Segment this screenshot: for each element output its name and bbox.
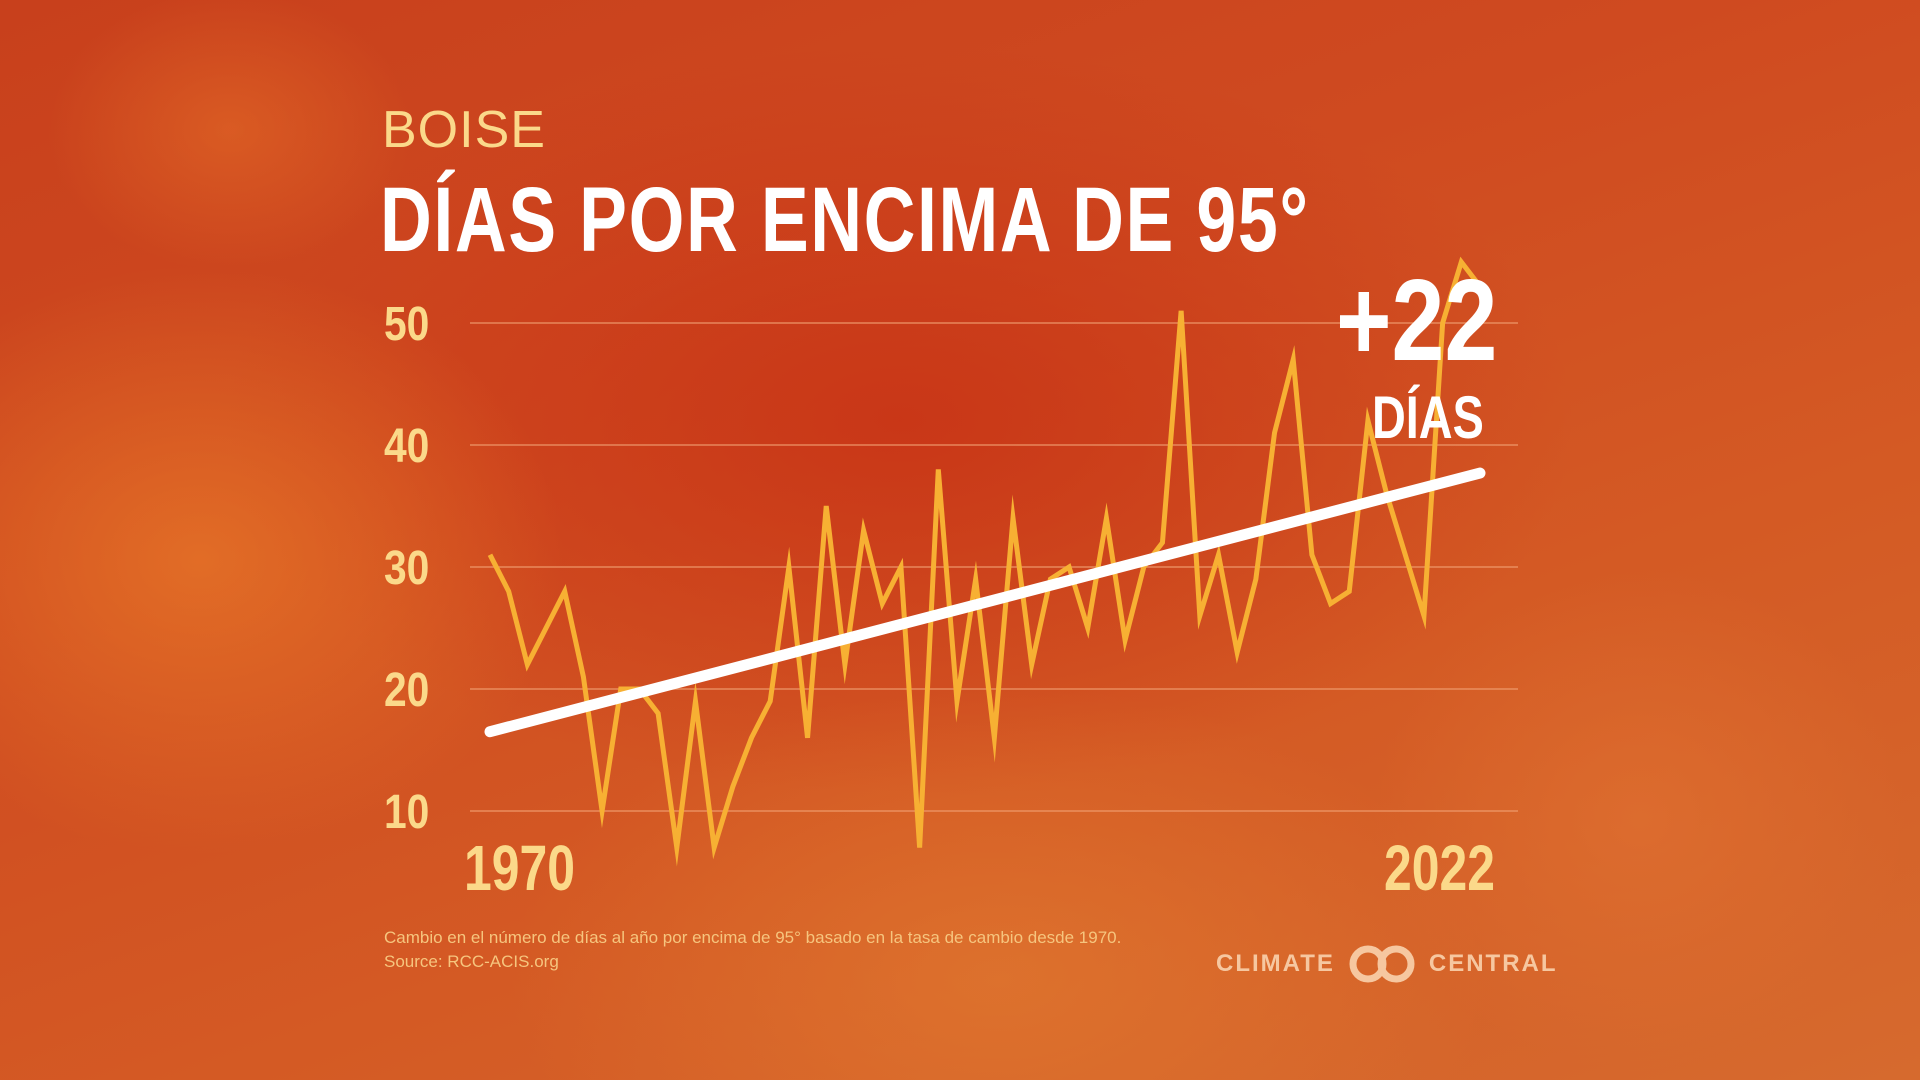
trend-line xyxy=(484,467,1486,738)
change-value: +22 xyxy=(1336,255,1498,385)
change-unit: DÍAS xyxy=(1372,384,1484,451)
x-tick-label-start: 1970 xyxy=(464,833,575,904)
x-tick-label-end: 2022 xyxy=(1384,833,1495,904)
y-tick-label-20: 20 xyxy=(384,664,429,717)
caption-source: Source: RCC-ACIS.org xyxy=(384,952,559,971)
y-tick-label-40: 40 xyxy=(384,420,429,473)
chart-title: DÍAS POR ENCIMA DE 95° xyxy=(380,169,1310,271)
y-tick-label-10: 10 xyxy=(384,786,429,839)
caption-description: Cambio en el número de días al año por e… xyxy=(384,928,1122,947)
brand-text-left: CLIMATE xyxy=(1216,950,1335,977)
rings-icon xyxy=(1349,945,1415,983)
city-title: BOISE xyxy=(382,101,546,159)
y-tick-label-30: 30 xyxy=(384,542,429,595)
climate-central-logo: CLIMATE CENTRAL xyxy=(1216,944,1558,984)
series-line-annual-days xyxy=(487,256,1482,867)
brand-text-right: CENTRAL xyxy=(1428,950,1558,977)
chart-caption: Cambio en el número de días al año por e… xyxy=(384,926,1121,974)
y-tick-label-50: 50 xyxy=(384,298,429,351)
